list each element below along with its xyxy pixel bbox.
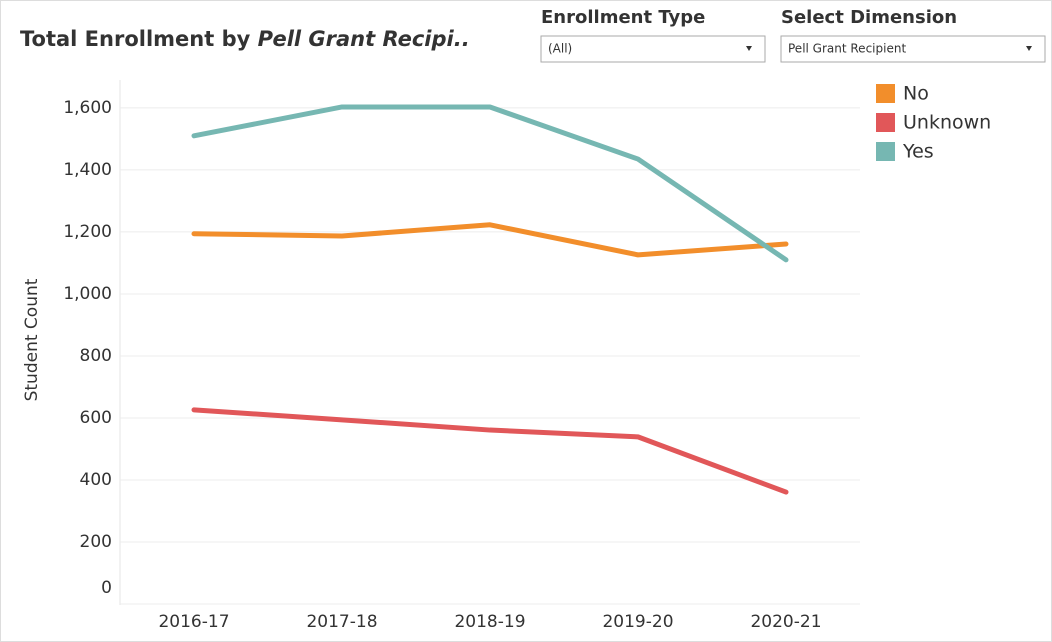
y-tick-label: 0: [101, 578, 112, 598]
legend-label: Unknown: [903, 112, 991, 134]
x-tick-label: 2019-20: [602, 612, 673, 632]
legend-label: No: [903, 83, 929, 105]
dropdown[interactable]: (All): [540, 35, 766, 63]
x-tick-label: 2017-18: [306, 612, 377, 632]
x-tick-label: 2020-21: [750, 612, 821, 632]
title-dimension: Pell Grant Recipi..: [258, 27, 470, 51]
legend-label: Yes: [902, 141, 934, 163]
y-tick-label: 1,200: [63, 222, 112, 242]
y-tick-label: 1,400: [63, 160, 112, 180]
y-tick-label: 600: [80, 408, 112, 428]
series-line: [191, 222, 789, 258]
legend-swatch: [876, 113, 895, 132]
y-tick-label: 800: [80, 346, 112, 366]
y-axis-label: Student Count: [22, 278, 42, 401]
filter-label: Select Dimension: [781, 7, 957, 28]
y-tick-label: 200: [80, 532, 112, 552]
y-tick-label: 1,600: [63, 98, 112, 118]
legend-swatch: [876, 84, 895, 103]
x-tick-label: 2016-17: [158, 612, 229, 632]
dropdown-value[interactable]: (All): [548, 42, 572, 56]
x-tick-label: 2018-19: [454, 612, 525, 632]
dropdown-box[interactable]: [540, 35, 766, 63]
series-line: [191, 104, 789, 263]
filter-label: Enrollment Type: [541, 7, 705, 28]
y-tick-label: 1,000: [63, 284, 112, 304]
dropdown-arrow[interactable]: [1026, 46, 1032, 51]
chart-title: Total Enrollment by Pell Grant Recipi..: [20, 27, 470, 51]
series-line: [191, 407, 789, 495]
dropdown-arrow[interactable]: [746, 46, 752, 51]
title-main: Total Enrollment by: [20, 27, 251, 51]
dropdown-box[interactable]: [780, 35, 1046, 63]
legend-swatch: [876, 142, 895, 161]
dropdown-value[interactable]: Pell Grant Recipient: [788, 42, 906, 56]
dropdown[interactable]: Pell Grant Recipient: [780, 35, 1046, 63]
y-tick-label: 400: [80, 470, 112, 490]
